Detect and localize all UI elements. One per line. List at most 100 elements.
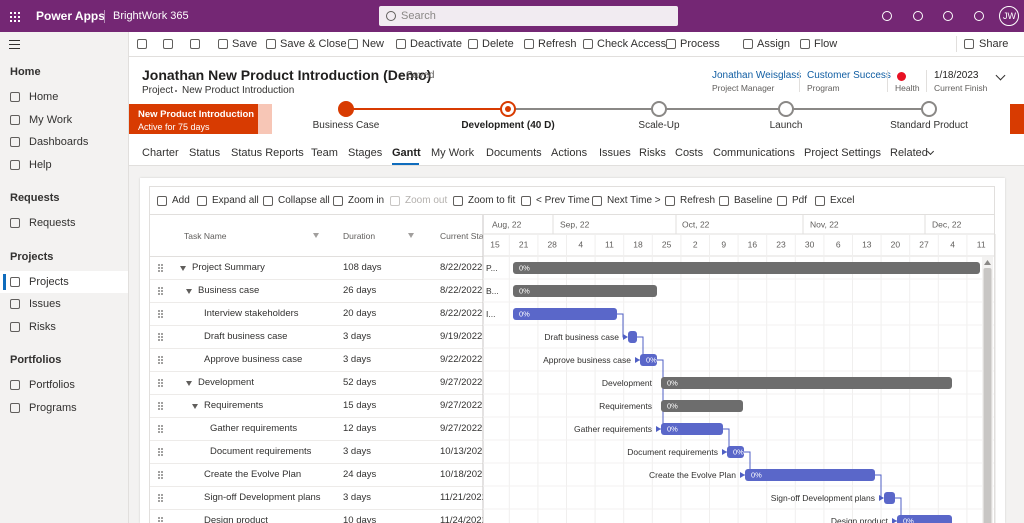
gantt-toolbar-button[interactable]: Refresh (680, 195, 716, 206)
stage-circle[interactable] (921, 101, 937, 117)
tab[interactable]: Project Settings (804, 147, 882, 159)
icon (10, 321, 20, 332)
process-prev[interactable] (258, 104, 272, 134)
form-selector[interactable]: New Product Introduction (182, 85, 295, 96)
tab[interactable]: Gantt (392, 147, 421, 159)
task-name[interactable]: Requirements (204, 400, 264, 411)
grid-column-header[interactable]: Current Start (440, 231, 483, 241)
app-name[interactable]: Power Apps (36, 9, 105, 23)
task-name[interactable]: Draft business case (204, 331, 288, 342)
gantt-toolbar-button[interactable]: Next Time > (607, 195, 661, 206)
search-box[interactable] (379, 6, 678, 26)
nav-item[interactable]: Portfolios (29, 379, 75, 391)
task-name[interactable]: Gather requirements (210, 423, 298, 434)
gantt-toolbar-button[interactable]: Baseline (734, 195, 773, 206)
stage-name[interactable]: Development (461, 120, 525, 131)
header-field-value[interactable]: Jonathan Weisglass (712, 70, 802, 81)
command-button[interactable]: Save & Close (280, 38, 347, 50)
task-name[interactable]: Create the Evolve Plan (204, 469, 302, 480)
tab[interactable]: Status Reports (231, 147, 304, 159)
task-name[interactable]: Design product (204, 515, 268, 523)
task-name[interactable]: Interview stakeholders (204, 308, 299, 319)
grid-column-header[interactable]: Duration (343, 231, 376, 241)
task-name[interactable]: Project Summary (192, 262, 265, 273)
waffle-dot (18, 20, 20, 22)
command-button[interactable]: Process (680, 38, 720, 50)
tab[interactable]: Actions (551, 147, 588, 159)
expand-caret[interactable] (180, 266, 186, 271)
share-button[interactable]: Share (979, 38, 1009, 50)
icon[interactable] (882, 11, 892, 21)
expand-caret[interactable] (186, 381, 192, 386)
icon (10, 218, 20, 228)
process-next[interactable] (1010, 104, 1024, 134)
stage-name[interactable]: Standard Product (890, 120, 968, 131)
header-field-value[interactable]: Customer Success (807, 70, 891, 81)
nav-item[interactable]: Programs (29, 401, 77, 414)
task-name[interactable]: Document requirements (210, 446, 312, 457)
nav-item[interactable]: Dashboards (29, 136, 89, 148)
command-button[interactable]: Save (232, 38, 258, 50)
nav-group-title: Requests (10, 192, 60, 204)
tab[interactable]: Communications (713, 147, 795, 159)
command-button[interactable]: Refresh (538, 38, 577, 50)
avatar[interactable] (999, 6, 1019, 26)
tab[interactable]: Status (189, 147, 221, 159)
task-name[interactable]: Business case (198, 285, 260, 296)
tab[interactable]: Team (311, 147, 338, 159)
command-button[interactable]: Deactivate (410, 38, 462, 50)
gantt-toolbar-button[interactable]: Expand all (212, 195, 259, 206)
task-name[interactable]: Development (198, 377, 254, 388)
grid-column-header[interactable]: Task Name (184, 231, 227, 241)
waffle-dot (10, 20, 12, 22)
icon (396, 39, 406, 49)
stage-name[interactable]: Scale-Up (638, 120, 680, 131)
tab[interactable]: Related (890, 147, 928, 159)
stage-circle[interactable] (651, 101, 667, 117)
command-button[interactable]: Check Access (597, 38, 667, 50)
gantt-toolbar-button[interactable]: Zoom to fit (468, 195, 516, 206)
tab[interactable]: Charter (142, 147, 179, 159)
task-duration: 3 days (343, 354, 371, 365)
gantt-toolbar-button[interactable]: Zoom in (348, 195, 385, 206)
icon[interactable] (974, 11, 984, 21)
nav-item[interactable]: Projects (29, 275, 69, 288)
nav-item[interactable]: My Work (29, 113, 73, 126)
gantt-toolbar-button[interactable]: Collapse all (278, 195, 330, 206)
task-duration: 12 days (343, 423, 377, 434)
tab[interactable]: Documents (486, 147, 542, 159)
stage-name[interactable]: Launch (769, 120, 803, 131)
nav-item[interactable]: Issues (29, 298, 61, 310)
icon (163, 39, 173, 49)
tab[interactable]: Risks (639, 147, 666, 159)
gantt-toolbar-button[interactable]: Pdf (792, 195, 808, 206)
icon[interactable] (943, 11, 953, 21)
icon (592, 196, 602, 206)
expand-caret[interactable] (192, 404, 198, 409)
nav-item[interactable]: Home (29, 91, 59, 103)
tab[interactable]: Stages (348, 147, 383, 159)
nav-item[interactable]: Requests (29, 217, 76, 229)
stage-circle[interactable] (778, 101, 794, 117)
nav-item[interactable]: Risks (29, 320, 56, 333)
expand-caret[interactable] (186, 289, 192, 294)
nav-item[interactable]: Help (29, 158, 52, 171)
environment-name[interactable]: BrightWork 365 (113, 10, 189, 22)
command-button[interactable]: Assign (757, 38, 791, 50)
tab[interactable]: My Work (431, 147, 475, 159)
command-button[interactable]: Delete (482, 38, 514, 50)
icon[interactable] (913, 11, 923, 21)
command-button[interactable]: New (362, 38, 385, 50)
waffle-dot (10, 12, 12, 14)
task-name[interactable]: Approve business case (204, 354, 303, 365)
task-name[interactable]: Sign-off Development plans (204, 492, 321, 503)
gantt-toolbar-button[interactable]: Add (172, 195, 190, 206)
stage-circle[interactable] (338, 101, 354, 117)
header-field-label: Current Finish (934, 83, 988, 93)
stage-name[interactable]: Business Case (312, 120, 380, 131)
command-button[interactable]: Flow (814, 38, 838, 50)
tab[interactable]: Costs (675, 147, 704, 159)
gantt-toolbar-button[interactable]: < Prev Time (536, 195, 590, 206)
gantt-toolbar-button[interactable]: Excel (830, 195, 855, 206)
tab[interactable]: Issues (599, 147, 631, 159)
